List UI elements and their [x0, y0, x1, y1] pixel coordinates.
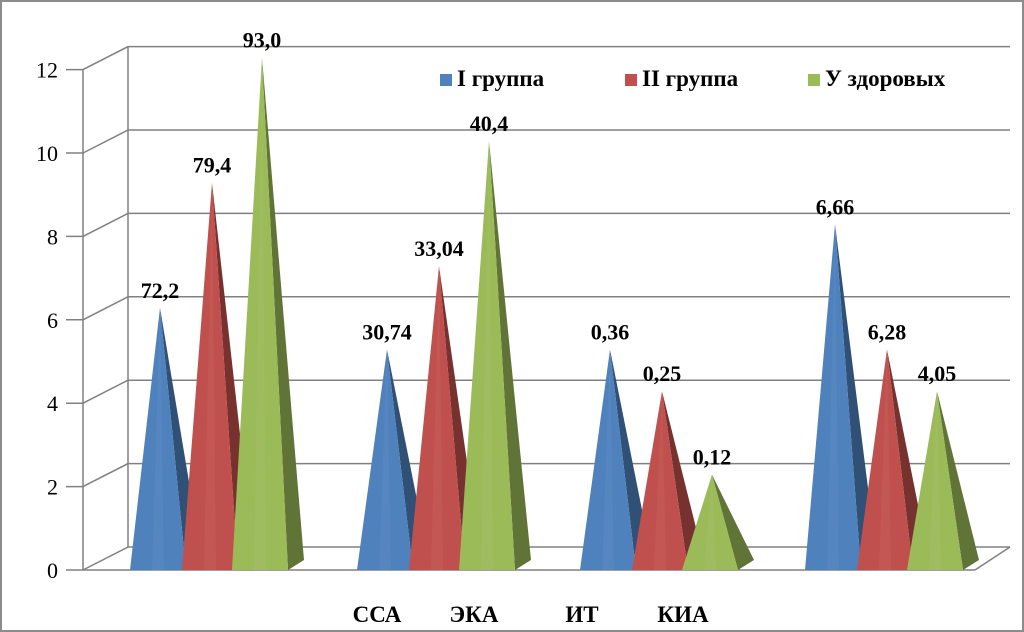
pyramid-bar	[805, 224, 861, 570]
data-label: 30,74	[362, 320, 412, 345]
y-tick-label: 4	[47, 391, 58, 416]
pyramid-side-face	[835, 224, 877, 570]
y-tick-label: 6	[47, 308, 58, 333]
pyramid-highlight	[827, 224, 839, 570]
x-axis-label: ИТ	[565, 602, 598, 627]
pyramid-layer	[130, 57, 979, 571]
gridline-depth	[82, 379, 129, 404]
y-tick-label: 8	[47, 224, 58, 249]
pyramid-highlight	[929, 391, 941, 570]
pyramid-side-face	[262, 57, 304, 571]
y-tick-label: 0	[47, 558, 58, 583]
pyramid-bar	[857, 349, 913, 570]
pyramid-highlight	[431, 266, 443, 570]
pyramid-highlight	[704, 474, 716, 570]
pyramid-bar	[130, 307, 186, 570]
pyramid-highlight	[481, 141, 493, 570]
pyramid-bar	[182, 182, 238, 570]
gridline-depth	[82, 296, 129, 321]
pyramid-highlight	[879, 349, 891, 570]
pyramid-bar	[580, 349, 636, 570]
legend-swatch	[625, 74, 637, 86]
data-label: 40,4	[470, 111, 509, 136]
pyramid-side-face	[712, 474, 754, 570]
pyramid-side-face	[489, 141, 531, 570]
pyramid-highlight	[254, 57, 266, 571]
pyramid-highlight	[654, 391, 666, 570]
gridline-depth	[82, 546, 129, 571]
data-label: 6,66	[816, 194, 855, 219]
data-label: 93,0	[243, 28, 282, 53]
data-label: 0,36	[591, 320, 630, 345]
legend-swatch	[440, 74, 452, 86]
x-axis-label: ЭКА	[450, 602, 499, 627]
floor-right-edge	[974, 546, 1011, 571]
legend-label: I группа	[457, 66, 545, 91]
data-label: 33,04	[414, 236, 464, 261]
pyramid-highlight	[602, 349, 614, 570]
data-label: 79,4	[193, 153, 232, 178]
pyramid-bar	[409, 266, 465, 570]
legend-label: II группа	[642, 66, 739, 91]
data-label: 0,12	[693, 445, 732, 470]
pyramid-bar	[632, 391, 688, 570]
pyramid-bar	[907, 391, 963, 570]
pyramid-bar	[459, 141, 515, 570]
gridline-depth	[82, 129, 129, 154]
x-label-layer: ССА ЭКА ИТ КИА	[353, 602, 709, 627]
pyramid-highlight	[152, 307, 164, 570]
y-tick-label: 12	[36, 58, 58, 83]
pyramid-side-face	[937, 391, 979, 570]
x-axis-label: КИА	[657, 602, 709, 627]
legend-swatch	[808, 74, 820, 86]
pyramid-highlight	[379, 349, 391, 570]
label-layer: 72,2 30,74 0,36 6,66 79,4 33,04 0,25 6,28 93,0 40…	[141, 28, 957, 470]
pyramid-bar	[232, 57, 288, 571]
data-label: 4,05	[918, 361, 957, 386]
pyramid-bar	[682, 474, 738, 570]
data-label: 72,2	[141, 278, 180, 303]
pyramid-highlight	[204, 182, 216, 570]
legend: I группа II группа У здоровых	[440, 66, 946, 91]
x-axis-label: ССА	[353, 602, 402, 627]
pyramid-side-face	[662, 391, 704, 570]
y-tick-label: 10	[36, 141, 58, 166]
gridline-depth	[82, 462, 129, 488]
gridline-depth	[82, 212, 129, 238]
legend-label: У здоровых	[825, 66, 946, 91]
pyramid-bar	[357, 349, 413, 570]
data-label: 6,28	[868, 320, 907, 345]
gridline-depth	[82, 45, 129, 71]
data-label: 0,25	[643, 361, 682, 386]
y-tick-label: 2	[47, 475, 58, 500]
